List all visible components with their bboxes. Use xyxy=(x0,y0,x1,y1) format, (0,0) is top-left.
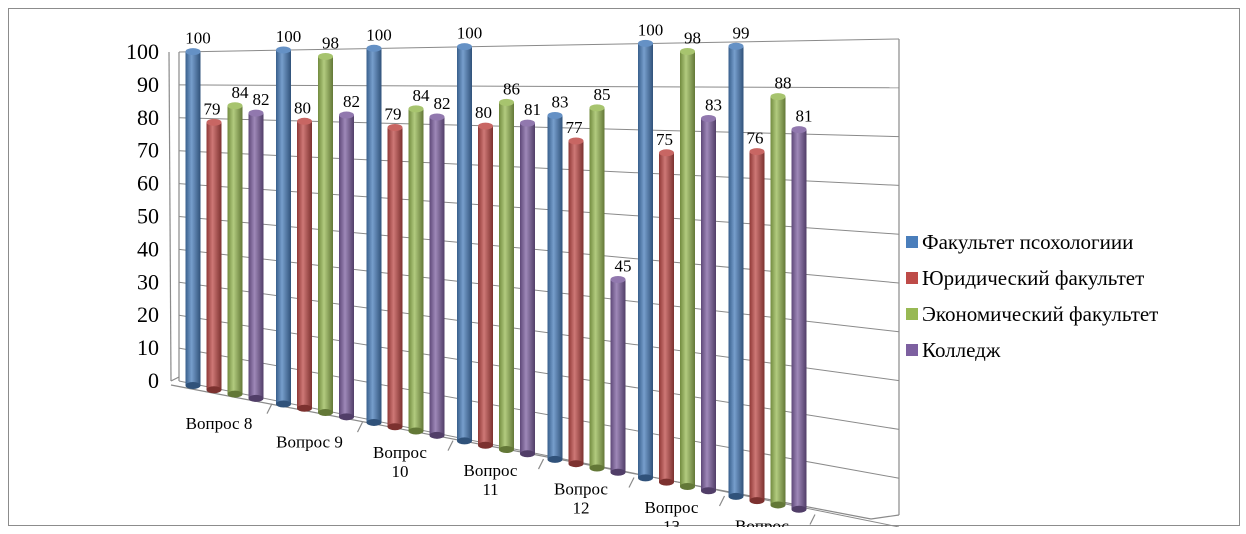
bar xyxy=(185,48,201,389)
category-label: Вопрос 12 xyxy=(554,480,608,518)
y-tick-label: 40 xyxy=(137,236,159,261)
data-label: 84 xyxy=(232,83,250,102)
legend-swatch xyxy=(906,308,918,320)
legend-item: Колледж xyxy=(906,338,1001,362)
bar xyxy=(227,102,243,398)
data-label: 82 xyxy=(434,94,451,113)
legend: Факультет псохологиии Юридический факульт… xyxy=(906,230,1158,362)
y-tick-label: 10 xyxy=(137,335,159,360)
data-label: 86 xyxy=(503,79,520,98)
data-label: 85 xyxy=(594,85,611,104)
data-label: 98 xyxy=(684,28,701,47)
data-label: 80 xyxy=(475,103,492,122)
data-label: 100 xyxy=(457,24,483,43)
category-label: Вопрос14 xyxy=(735,517,789,527)
y-axis xyxy=(168,51,172,382)
bar xyxy=(206,118,222,394)
bar xyxy=(248,109,264,402)
data-label: 98 xyxy=(322,33,339,52)
category-label: Вопрос 13 xyxy=(645,498,699,527)
y-tick-label: 70 xyxy=(137,138,159,163)
data-label: 100 xyxy=(276,27,302,46)
legend-swatch xyxy=(906,272,918,284)
bar xyxy=(770,93,786,509)
data-label: 80 xyxy=(294,98,311,117)
data-label: 88 xyxy=(775,74,792,93)
data-label: 81 xyxy=(524,100,541,119)
y-tick-label: 0 xyxy=(148,368,159,393)
bar xyxy=(728,42,744,500)
y-tick-label: 60 xyxy=(137,171,159,196)
data-label: 79 xyxy=(204,99,221,118)
data-label: 82 xyxy=(343,92,360,111)
category-label: Вопрос 9 xyxy=(276,432,343,451)
legend-swatch xyxy=(906,344,918,356)
bar xyxy=(749,148,765,505)
bar xyxy=(791,126,807,513)
bar xyxy=(429,113,445,439)
data-label: 76 xyxy=(747,129,764,148)
data-label: 100 xyxy=(638,20,664,39)
data-label: 75 xyxy=(656,130,673,149)
data-label: 83 xyxy=(705,95,722,114)
bar xyxy=(499,98,514,454)
data-label: 83 xyxy=(552,92,569,111)
legend-item: Факультет псохологиии xyxy=(906,230,1133,254)
category-label: Вопрос 8 xyxy=(186,414,253,433)
legend-item: Юридический факультет xyxy=(906,266,1144,290)
bar xyxy=(610,275,626,476)
data-label: 100 xyxy=(185,29,211,48)
bar xyxy=(297,117,312,412)
data-label: 79 xyxy=(385,104,402,123)
data-label: 82 xyxy=(253,90,270,109)
data-label: 81 xyxy=(796,107,813,126)
y-tick-label: 80 xyxy=(137,105,159,130)
bar xyxy=(276,46,291,408)
bar xyxy=(547,111,563,463)
bars xyxy=(185,39,807,513)
legend-item: Экономический факультет xyxy=(906,302,1158,326)
bar xyxy=(318,52,333,417)
category-label: Вопрос 11 xyxy=(464,461,518,499)
bar xyxy=(568,137,584,468)
bar xyxy=(638,39,653,482)
bar xyxy=(339,111,354,421)
data-label: 77 xyxy=(566,118,584,137)
legend-label: Колледж xyxy=(922,338,1001,362)
legend-swatch xyxy=(906,236,918,248)
bar xyxy=(680,47,695,490)
category-label: Вопрос 10 xyxy=(373,443,427,481)
data-label: 100 xyxy=(366,25,392,44)
bar xyxy=(520,119,535,458)
legend-label: Экономический факультет xyxy=(922,302,1158,326)
y-tick-label: 30 xyxy=(137,269,159,294)
y-tick-label: 50 xyxy=(137,204,159,229)
y-tick-label: 100 xyxy=(126,39,159,64)
data-label: 99 xyxy=(733,23,750,42)
y-tick-label: 90 xyxy=(137,72,159,97)
data-label: 84 xyxy=(413,86,431,105)
legend-label: Факультет псохологиии xyxy=(922,230,1133,254)
bar xyxy=(408,105,424,435)
bar xyxy=(366,44,382,426)
bar xyxy=(457,43,472,445)
bar xyxy=(589,104,605,472)
bar xyxy=(387,123,403,431)
data-label: 45 xyxy=(615,256,632,275)
y-tick-label: 20 xyxy=(137,302,159,327)
legend-label: Юридический факультет xyxy=(922,266,1144,290)
bar xyxy=(659,149,674,486)
bar xyxy=(478,122,493,449)
bar xyxy=(701,114,716,495)
